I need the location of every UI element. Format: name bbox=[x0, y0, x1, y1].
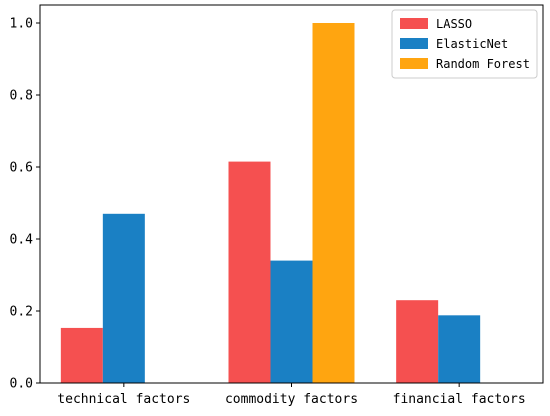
bar-lasso-2 bbox=[396, 300, 439, 383]
bar-random-forest-1 bbox=[312, 23, 355, 383]
y-tick-label: 1.0 bbox=[10, 17, 33, 32]
bar-lasso-0 bbox=[60, 327, 103, 383]
x-tick-label: financial factors bbox=[393, 392, 526, 407]
legend-swatch-lasso bbox=[400, 18, 428, 29]
x-tick-label: commodity factors bbox=[225, 392, 358, 407]
bars-layer bbox=[60, 23, 481, 383]
legend-label-random-forest: Random Forest bbox=[436, 57, 530, 71]
legend-label-elasticnet: ElasticNet bbox=[436, 37, 508, 51]
bar-lasso-1 bbox=[228, 161, 271, 383]
y-tick-label: 0.0 bbox=[10, 377, 33, 392]
y-tick-label: 0.8 bbox=[10, 89, 33, 104]
x-tick-label: technical factors bbox=[57, 392, 190, 407]
bar-elasticnet-1 bbox=[270, 260, 313, 383]
legend-box bbox=[391, 9, 538, 79]
y-tick-label: 0.4 bbox=[10, 233, 34, 248]
axes-layer: 0.0 0.2 0.4 0.6 0.8 1.0 technical factors commo… bbox=[10, 4, 544, 407]
legend-swatch-random-forest bbox=[400, 58, 428, 69]
bar-elasticnet-0 bbox=[102, 213, 145, 383]
legend-swatch-elasticnet bbox=[400, 38, 428, 49]
legend-label-lasso: LASSO bbox=[436, 17, 472, 31]
y-tick-label: 0.2 bbox=[10, 305, 33, 320]
legend: LASSO ElasticNet Random Forest bbox=[391, 9, 538, 79]
bar-elasticnet-2 bbox=[438, 315, 481, 383]
y-tick-label: 0.6 bbox=[10, 161, 33, 176]
